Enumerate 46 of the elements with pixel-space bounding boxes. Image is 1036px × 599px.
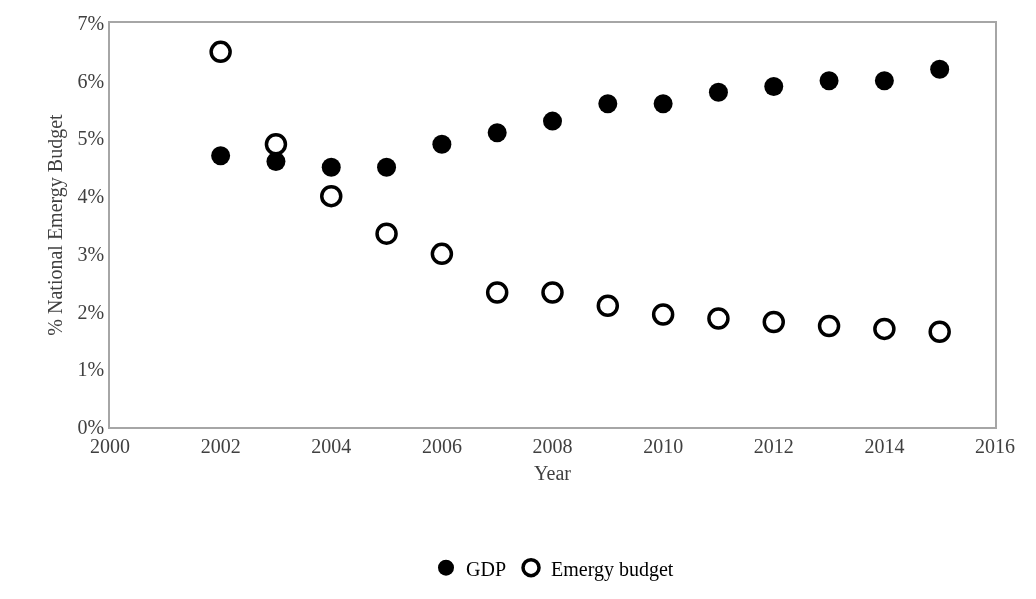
point bbox=[541, 281, 564, 304]
legend-label: GDP bbox=[466, 557, 507, 580]
x-tick-label: 2016 bbox=[975, 434, 1015, 457]
point bbox=[543, 111, 562, 131]
y-tick-label: 5% bbox=[77, 127, 105, 150]
point bbox=[487, 123, 507, 143]
point bbox=[375, 222, 398, 245]
point bbox=[596, 294, 620, 318]
point bbox=[211, 146, 231, 166]
point bbox=[320, 184, 343, 208]
point bbox=[651, 303, 675, 326]
y-tick-label: 3% bbox=[77, 242, 105, 265]
y-tick-label: 1% bbox=[77, 358, 105, 381]
point bbox=[764, 76, 784, 96]
legend-label: Emergy budget bbox=[551, 557, 674, 581]
x-axis-title: Year bbox=[534, 461, 572, 484]
point bbox=[321, 157, 341, 177]
y-tick-label: 6% bbox=[77, 69, 105, 92]
point bbox=[485, 281, 509, 304]
point bbox=[209, 40, 232, 64]
x-tick-label: 2006 bbox=[421, 434, 462, 457]
point bbox=[653, 94, 673, 114]
point bbox=[930, 59, 950, 79]
x-tick-label: 2010 bbox=[643, 434, 684, 457]
point bbox=[430, 242, 454, 266]
point bbox=[762, 310, 785, 334]
point bbox=[707, 307, 730, 330]
y-axis-title: % National Emergy Budget bbox=[43, 113, 67, 336]
point bbox=[873, 317, 896, 341]
point bbox=[377, 157, 397, 177]
point bbox=[598, 94, 618, 114]
x-tick-label: 2004 bbox=[311, 434, 352, 457]
point bbox=[928, 320, 951, 344]
y-tick-label: 2% bbox=[77, 300, 105, 323]
point bbox=[874, 71, 894, 91]
y-tick-label: 4% bbox=[77, 185, 105, 208]
point bbox=[817, 314, 841, 338]
point bbox=[432, 134, 452, 154]
x-tick-label: 2002 bbox=[200, 434, 241, 457]
point bbox=[819, 71, 839, 91]
x-tick-label: 2014 bbox=[864, 434, 905, 457]
x-tick-label: 2012 bbox=[753, 434, 794, 457]
point bbox=[264, 132, 288, 156]
point bbox=[708, 82, 728, 102]
y-tick-label: 7% bbox=[77, 12, 105, 34]
x-tick-label: 2008 bbox=[532, 434, 573, 457]
